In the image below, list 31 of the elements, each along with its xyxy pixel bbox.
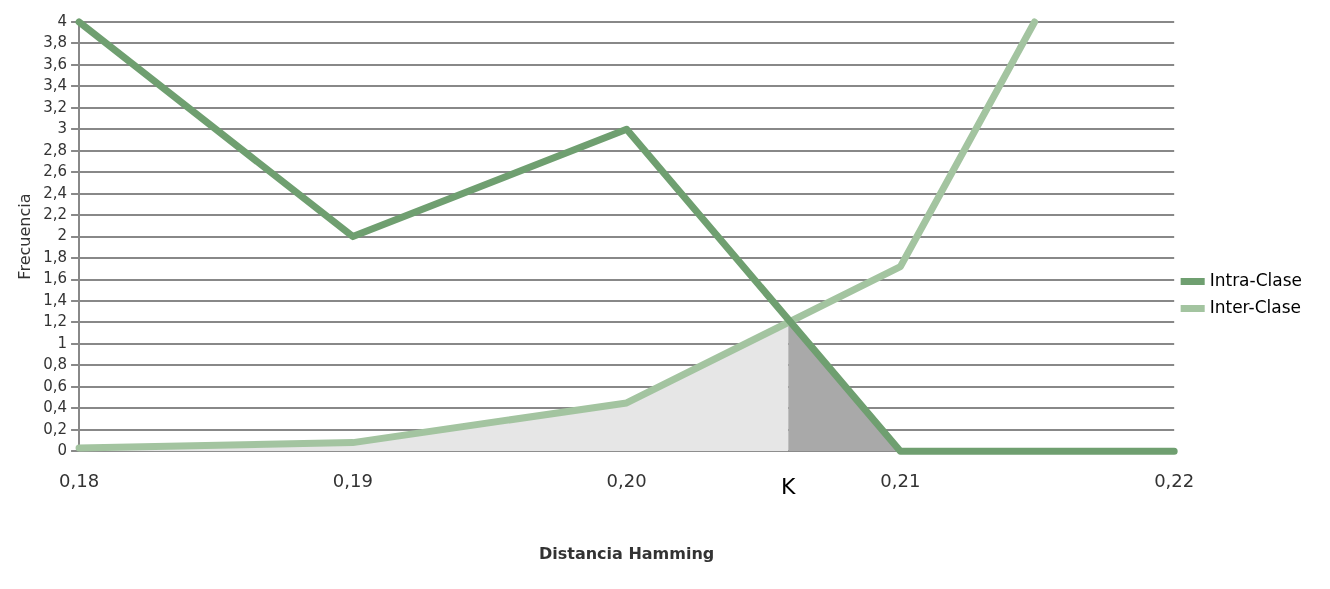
x-axis-title: Distancia Hamming: [538, 543, 715, 563]
y-tick-label: 2,6: [43, 162, 68, 181]
y-tick-label: 2,8: [43, 140, 68, 159]
y-tick-label: 3,4: [43, 76, 68, 95]
legend-label: Inter-Clase: [1209, 296, 1301, 317]
x-tick-label: 0,21: [880, 469, 921, 491]
legend-label: Intra-Clase: [1209, 269, 1303, 290]
y-tick-label: 3,2: [43, 97, 68, 116]
y-tick-label: 1: [57, 333, 68, 352]
y-tick-label: 3,6: [43, 54, 68, 73]
x-tick-label: 0,22: [1154, 469, 1195, 491]
y-tick-label: 1,6: [43, 269, 68, 288]
annotation: K: [780, 473, 796, 499]
x-tick-label: 0,19: [332, 469, 373, 491]
y-tick-label: 1,8: [43, 247, 68, 266]
y-tick-label: 0,6: [43, 376, 68, 395]
y-tick-label: 0,4: [43, 398, 68, 417]
y-tick-label: 3,8: [43, 33, 68, 52]
y-tick-label: 1,2: [43, 312, 68, 331]
y-tick-label: 2: [57, 226, 68, 245]
y-tick-label: 0: [57, 441, 68, 460]
y-tick-label: 2,2: [43, 205, 68, 224]
y-tick-label: 4: [57, 11, 68, 30]
y-axis-title: Frecuencia: [14, 193, 34, 280]
y-tick-label: 2,4: [43, 183, 68, 202]
y-tick-label: 3: [57, 119, 68, 138]
x-tick-label: 0,20: [606, 469, 647, 491]
y-tick-label: 0,2: [43, 419, 68, 438]
x-tick-label: 0,18: [59, 469, 100, 491]
y-tick-label: 1,4: [43, 290, 68, 309]
y-tick-label: 0,8: [43, 355, 68, 374]
